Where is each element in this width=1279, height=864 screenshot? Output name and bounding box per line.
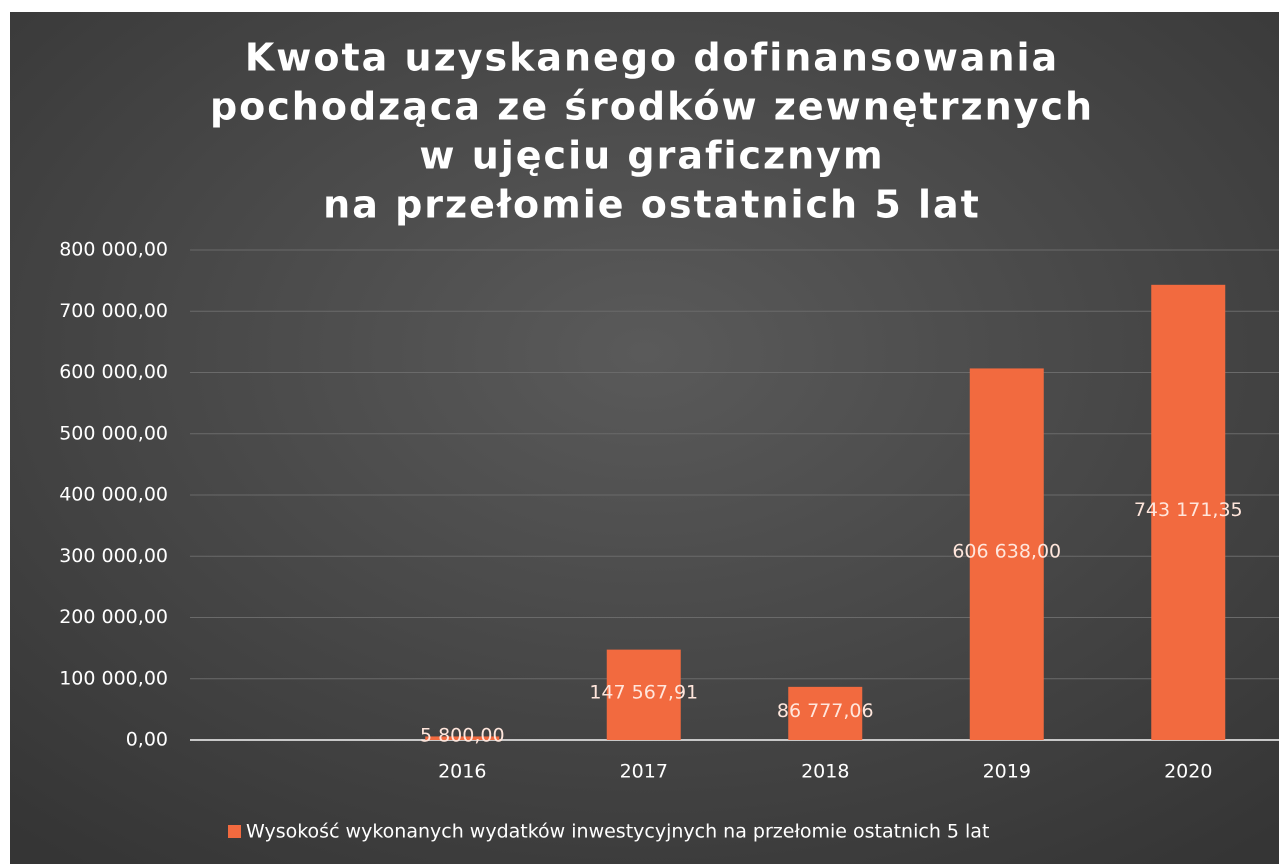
chart-title: w ujęciu graficznym — [419, 134, 884, 178]
y-tick-label: 700 000,00 — [59, 300, 168, 322]
bar — [969, 368, 1044, 740]
bar — [606, 649, 681, 740]
x-tick-label: 2019 — [983, 761, 1031, 783]
data-label: 743 171,35 — [1134, 499, 1243, 521]
chart-title: pochodząca ze środków zewnętrznych — [210, 85, 1094, 129]
data-label: 147 567,91 — [589, 681, 698, 703]
x-tick-label: 2016 — [438, 761, 486, 783]
data-label: 86 777,06 — [777, 700, 874, 722]
bar — [425, 736, 500, 740]
chart-title: Kwota uzyskanego dofinansowania — [245, 36, 1059, 80]
y-tick-label: 400 000,00 — [59, 484, 168, 506]
chart-title: na przełomie ostatnich 5 lat — [323, 183, 981, 227]
legend-label: Wysokość wykonanych wydatków inwestycyjn… — [246, 821, 989, 843]
legend-swatch — [228, 825, 241, 838]
bar — [1151, 284, 1226, 740]
x-tick-label: 2017 — [620, 761, 668, 783]
y-tick-label: 0,00 — [126, 729, 168, 751]
x-tick-label: 2020 — [1164, 761, 1212, 783]
y-tick-label: 100 000,00 — [59, 667, 168, 689]
data-label: 5 800,00 — [420, 725, 505, 747]
y-tick-label: 600 000,00 — [59, 361, 168, 383]
y-tick-label: 200 000,00 — [59, 606, 168, 628]
y-tick-label: 300 000,00 — [59, 545, 168, 567]
y-tick-label: 800 000,00 — [59, 239, 168, 261]
x-tick-label: 2018 — [801, 761, 849, 783]
y-tick-label: 500 000,00 — [59, 422, 168, 444]
bar — [788, 686, 863, 740]
data-label: 606 638,00 — [952, 541, 1061, 563]
